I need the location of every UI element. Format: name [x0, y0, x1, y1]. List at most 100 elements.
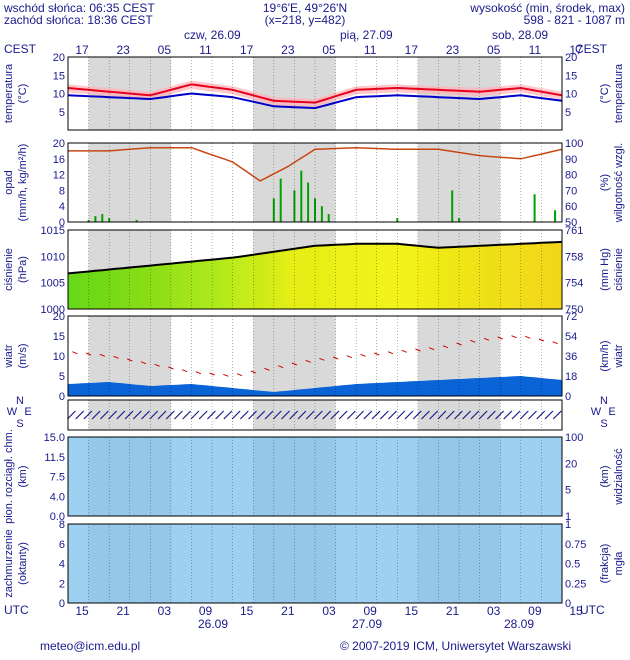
tick-label: 1005 — [41, 278, 65, 290]
wind-gust-mark — [552, 341, 558, 345]
hour-label-cest: 11 — [199, 43, 212, 57]
precip-bar — [396, 218, 399, 222]
wind-direction-arrow — [256, 410, 266, 420]
wind-gust-mark — [99, 353, 105, 357]
axis-unit-left: (km) — [17, 466, 29, 488]
wind-gust-mark — [195, 371, 202, 375]
panel-frame — [67, 142, 563, 223]
wind-direction-arrow — [231, 410, 241, 420]
tick-label: 6 — [59, 539, 65, 551]
wind-direction-arrow — [281, 410, 290, 420]
wind-direction-arrow — [83, 410, 93, 420]
tick-label: 0.5 — [565, 559, 580, 571]
tick-label: 90 — [565, 154, 577, 166]
bottom-day-1: 26.09 — [198, 617, 229, 631]
hour-label-cest: 17 — [75, 43, 89, 57]
tick-label: 8 — [59, 519, 65, 531]
wind-gust-mark — [236, 373, 243, 377]
compass-label: E — [24, 406, 31, 418]
hour-label-utc: 03 — [322, 604, 336, 618]
tick-label: 10 — [53, 89, 65, 101]
axis-unit-right: (km) — [599, 466, 611, 488]
axis-label-left: temperatura — [3, 63, 15, 123]
wind-direction-arrow — [478, 410, 488, 420]
hour-label-utc: 15 — [405, 604, 419, 618]
panel-frame — [67, 56, 563, 131]
compass-label: W — [7, 406, 18, 418]
wind-direction-arrow — [272, 410, 282, 420]
precip-bar — [307, 182, 310, 222]
wind-direction-arrow — [503, 410, 513, 420]
zone-top-left: CEST — [4, 42, 37, 56]
tick-label: 15 — [565, 70, 577, 82]
wind-direction-arrow — [116, 410, 126, 420]
axis-label-left: ciśnienie — [3, 248, 15, 291]
wind-direction-arrow — [511, 410, 521, 420]
wind-direction-arrow — [91, 410, 101, 420]
axis-label-right: wilgotność wzgl. — [613, 143, 625, 223]
tick-label: 15.0 — [44, 432, 65, 444]
tick-label: 5 — [59, 107, 65, 119]
tick-label: 754 — [565, 278, 583, 290]
wind-direction-arrow — [182, 410, 192, 420]
tick-label: 5 — [59, 371, 65, 383]
tick-label: 1010 — [41, 251, 65, 263]
wind-gust-mark — [223, 373, 229, 377]
tick-label: 15 — [53, 70, 65, 82]
wind-gust-mark — [387, 351, 394, 355]
wind-gust-mark — [346, 355, 352, 359]
day-label-3: sob, 28.09 — [492, 28, 549, 42]
hour-label-cest: 17 — [569, 43, 583, 57]
wind-direction-arrow — [388, 410, 397, 420]
wind-gust-mark — [140, 361, 147, 365]
axis-unit-right: (%) — [599, 174, 611, 191]
panel-frame — [67, 315, 563, 397]
wind-direction-arrow — [421, 410, 430, 420]
hour-label-cest: 17 — [240, 43, 254, 57]
wind-gust-mark — [428, 347, 435, 351]
tick-label: 15 — [53, 331, 65, 343]
footer-email[interactable]: meteo@icm.edu.pl — [40, 639, 141, 653]
wind-direction-arrow — [99, 410, 109, 420]
axis-unit-right: (frakcja) — [599, 544, 611, 584]
wind-direction-arrow — [462, 410, 472, 420]
tick-label: 20 — [53, 311, 65, 323]
axis-label-right: mgła — [613, 551, 625, 576]
axis-label-left: wiatr — [3, 344, 15, 369]
hour-label-utc: 21 — [116, 604, 130, 618]
tick-label: 0 — [59, 217, 65, 229]
tick-label: 10 — [565, 89, 577, 101]
hour-label-utc: 09 — [363, 604, 377, 618]
tick-label: 0 — [59, 391, 65, 403]
precip-bar — [327, 214, 330, 222]
compass-label: N — [16, 395, 24, 407]
axis-unit-left: (°C) — [17, 84, 29, 104]
bottom-day-2: 27.09 — [352, 617, 383, 631]
panel-frame — [67, 399, 563, 431]
panel-frame — [67, 436, 563, 517]
tick-label: 11.5 — [44, 452, 65, 464]
axis-unit-left: (mm/h, kg/m²/h) — [17, 144, 29, 222]
wind-direction-arrow — [486, 410, 496, 420]
wind-direction-arrow — [223, 410, 233, 420]
tick-label: 20 — [53, 52, 65, 64]
precip-bar — [101, 214, 104, 222]
precip-bar — [272, 198, 275, 222]
wind-direction-arrow — [174, 410, 183, 420]
wind-direction-arrow — [396, 410, 406, 420]
wind-direction-arrow — [314, 410, 323, 420]
wind-gust-mark — [483, 337, 490, 341]
hour-label-utc: 21 — [446, 604, 460, 618]
wind-direction-arrow — [215, 410, 225, 420]
axis-label-right: widzialność — [613, 448, 625, 506]
wind-direction-arrow — [149, 410, 159, 420]
tick-label: 4 — [59, 201, 65, 213]
hour-label-utc: 09 — [199, 604, 213, 618]
zone-bottom-left: UTC — [4, 603, 29, 617]
wind-direction-arrow — [404, 410, 414, 420]
tick-label: 20 — [565, 52, 577, 64]
tick-label: 100 — [565, 138, 583, 150]
day-label-1: czw, 26.09 — [184, 28, 241, 42]
axis-unit-left: (hPa) — [17, 256, 29, 283]
wind-gust-mark — [525, 335, 531, 339]
